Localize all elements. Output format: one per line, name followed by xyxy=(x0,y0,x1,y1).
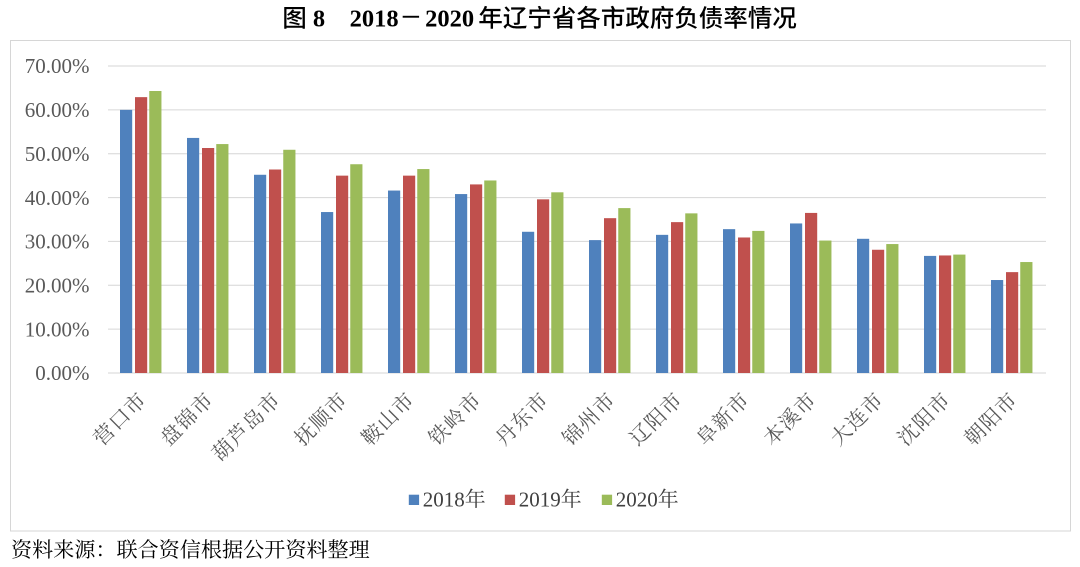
svg-text:10.00%: 10.00% xyxy=(25,317,90,341)
svg-text:60.00%: 60.00% xyxy=(25,98,90,122)
svg-text:2020: 2020 xyxy=(616,487,658,511)
svg-text:70.00%: 70.00% xyxy=(25,54,90,78)
svg-text:2018: 2018 xyxy=(350,6,399,33)
svg-text:8: 8 xyxy=(313,6,325,33)
svg-text:40.00%: 40.00% xyxy=(25,186,90,210)
svg-text:2020: 2020 xyxy=(425,6,474,33)
svg-text:50.00%: 50.00% xyxy=(25,142,90,166)
svg-text:0.00%: 0.00% xyxy=(35,361,89,385)
svg-text:20.00%: 20.00% xyxy=(25,273,90,297)
svg-text:2019: 2019 xyxy=(519,487,561,511)
svg-text:2018: 2018 xyxy=(423,487,465,511)
svg-text:30.00%: 30.00% xyxy=(25,230,90,254)
